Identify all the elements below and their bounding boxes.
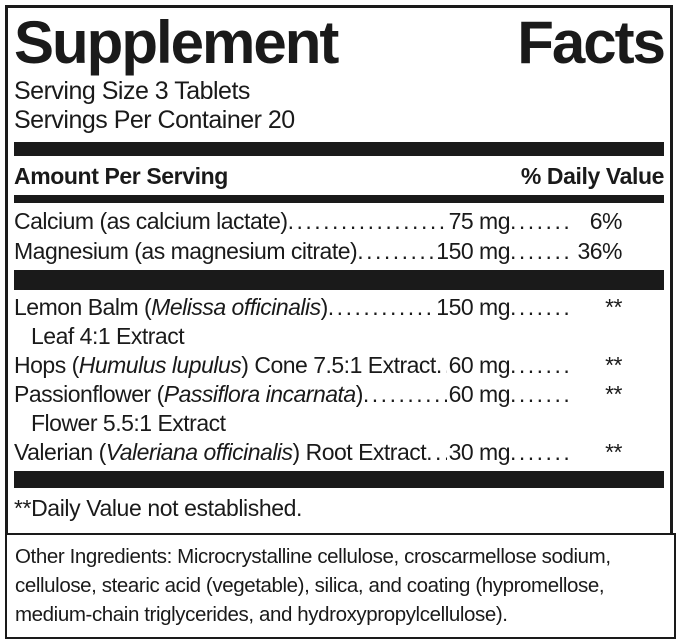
nutrient-row-valerian: Valerian (Valeriana officinalis) Root Ex… <box>14 438 664 467</box>
name-text: ) <box>355 381 364 407</box>
nutrient-amount: 150 mg <box>436 238 510 264</box>
minerals-section: Calcium (as calcium lactate) 75 mg 6% Ma… <box>14 203 664 270</box>
nutrient-amount: 60 mg <box>448 352 511 378</box>
nutrient-row-magnesium: Magnesium (as magnesium citrate) 150 mg … <box>14 236 664 266</box>
nutrient-subline: Leaf 4:1 Extract <box>31 323 185 349</box>
nutrient-row-lemon-balm: Lemon Balm (Melissa officinalis) 150 mg … <box>14 293 664 322</box>
thick-divider-bottom <box>14 471 664 488</box>
dot-leader <box>510 206 572 236</box>
serving-size-line: Serving Size 3 Tablets <box>14 77 250 105</box>
botanical-latin-name: Humulus lupulus <box>78 352 242 378</box>
dot-leader <box>363 380 447 409</box>
dot-leader <box>510 380 572 409</box>
name-text: ) Cone 7.5:1 Extract <box>241 352 436 378</box>
nutrient-name: Passionflower (Passiflora incarnata) <box>14 380 363 409</box>
dot-leader <box>426 438 446 467</box>
nutrient-daily-value: ** <box>605 439 622 465</box>
thick-divider-top <box>14 142 664 156</box>
divider-under-header <box>14 195 664 203</box>
daily-value-footnote: **Daily Value not established. <box>14 495 303 521</box>
panel-title: Supplement Facts <box>14 9 666 76</box>
supplement-facts-panel: Supplement Facts Serving Size 3 Tablets … <box>5 5 673 536</box>
nutrient-name: Hops (Humulus lupulus) Cone 7.5:1 Extrac… <box>14 351 436 380</box>
nutrient-row-calcium: Calcium (as calcium lactate) 75 mg 6% <box>14 206 664 236</box>
serving-info: Serving Size 3 Tablets Servings Per Cont… <box>14 77 664 135</box>
botanical-latin-name: Passiflora incarnata <box>163 381 357 407</box>
nutrient-amount: 150 mg <box>436 294 510 320</box>
amount-per-serving-label: Amount Per Serving <box>14 163 228 189</box>
column-header-row: Amount Per Serving % Daily Value <box>14 162 664 190</box>
dot-leader <box>510 236 572 266</box>
botanical-latin-name: Melissa officinalis <box>151 294 321 320</box>
dot-leader <box>510 293 572 322</box>
nutrient-name: Lemon Balm (Melissa officinalis) <box>14 293 328 322</box>
daily-value-label: % Daily Value <box>520 163 665 189</box>
other-ingredients-panel: Other Ingredients: Microcrystalline cell… <box>5 533 676 639</box>
nutrient-daily-value: 36% <box>577 238 622 264</box>
nutrient-daily-value: 6% <box>589 208 623 234</box>
servings-per-container-line: Servings Per Container 20 <box>14 106 295 134</box>
nutrient-subline: Flower 5.5:1 Extract <box>31 410 226 436</box>
name-text: ) <box>320 294 329 320</box>
nutrient-daily-value: ** <box>605 294 622 320</box>
nutrient-amount: 30 mg <box>448 439 511 465</box>
nutrient-name: Valerian (Valeriana officinalis) Root Ex… <box>14 438 427 467</box>
nutrient-daily-value: ** <box>605 352 622 378</box>
botanicals-section: Lemon Balm (Melissa officinalis) 150 mg … <box>14 290 664 471</box>
nutrient-amount: 60 mg <box>448 381 511 407</box>
dot-leader <box>288 206 447 236</box>
nutrient-row-passionflower: Passionflower (Passiflora incarnata) 60 … <box>14 380 664 409</box>
thick-divider-middle <box>14 270 664 290</box>
nutrient-amount: 75 mg <box>448 208 511 234</box>
dot-leader <box>328 293 434 322</box>
other-ingredients-text: Other Ingredients: Microcrystalline cell… <box>15 545 611 626</box>
nutrient-daily-value: ** <box>605 381 622 407</box>
name-text: ) Root Extract <box>292 439 427 465</box>
botanical-latin-name: Valeriana officinalis <box>105 439 293 465</box>
dot-leader <box>436 351 447 380</box>
nutrient-name: Calcium (as calcium lactate) <box>14 208 288 234</box>
dot-leader <box>510 438 572 467</box>
dot-leader <box>357 236 434 266</box>
nutrient-name: Magnesium (as magnesium citrate) <box>14 238 358 264</box>
nutrient-row-hops: Hops (Humulus lupulus) Cone 7.5:1 Extrac… <box>14 351 664 380</box>
name-text: Lemon Balm ( <box>14 294 152 320</box>
name-text: Passionflower ( <box>14 381 164 407</box>
name-text: Hops ( <box>14 352 79 378</box>
dot-leader <box>510 351 572 380</box>
name-text: Valerian ( <box>14 439 106 465</box>
